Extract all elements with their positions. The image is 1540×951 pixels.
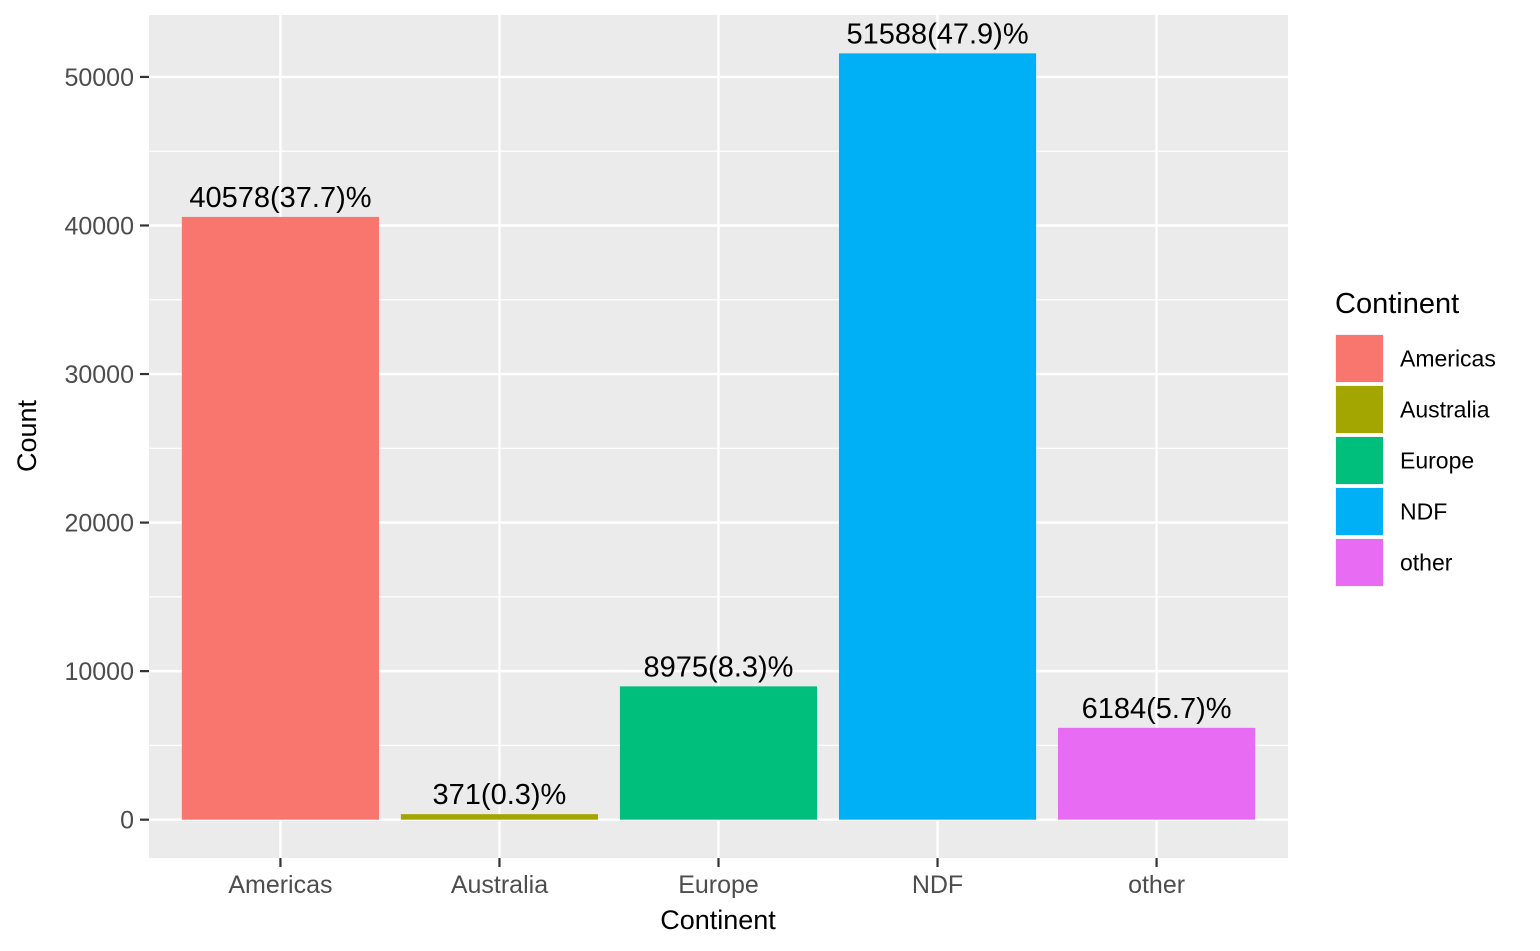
data-label-other: 6184(5.7)%	[1082, 693, 1232, 725]
x-axis: Americas Australia Europe NDF other	[228, 858, 1185, 899]
bar-other	[1058, 727, 1256, 820]
y-tick-label: 20000	[64, 510, 134, 538]
data-labels: 40578(37.7)% 371(0.3)% 8975(8.3)% 51588(47.…	[189, 18, 1231, 811]
y-tick-label: 10000	[64, 658, 134, 686]
legend-swatch-europe	[1336, 437, 1383, 484]
y-axis-title: Count	[12, 399, 42, 472]
legend-items: Americas Australia Europe NDF other	[1335, 334, 1496, 587]
bar-ndf	[838, 53, 1037, 820]
bar-europe	[619, 686, 818, 820]
y-tick-label: 50000	[64, 64, 134, 92]
legend-label-europe: Europe	[1400, 448, 1474, 474]
legend-label-other: other	[1400, 550, 1453, 576]
data-label-europe: 8975(8.3)%	[644, 651, 794, 683]
bar-americas	[181, 216, 379, 820]
y-tick-label: 0	[120, 807, 134, 835]
x-tick-label-ndf: NDF	[912, 871, 963, 899]
x-tick-label-australia: Australia	[451, 871, 548, 899]
data-label-ndf: 51588(47.9)%	[846, 18, 1028, 50]
y-tick-label: 30000	[64, 361, 134, 389]
data-label-australia: 371(0.3)%	[433, 779, 567, 811]
legend-swatch-australia	[1336, 386, 1383, 433]
y-axis: 0 10000 20000 30000 40000 50000	[64, 64, 149, 835]
y-tick-label: 40000	[64, 212, 134, 240]
legend: Continent Americas Australia Europe NDF othe…	[1335, 288, 1496, 587]
x-axis-title: Continent	[660, 905, 776, 935]
legend-swatch-ndf	[1336, 488, 1383, 535]
x-tick-label-europe: Europe	[678, 871, 759, 899]
legend-label-ndf: NDF	[1400, 499, 1447, 525]
legend-swatch-other	[1336, 539, 1383, 586]
legend-swatch-americas	[1336, 335, 1383, 382]
data-label-americas: 40578(37.7)%	[189, 182, 371, 214]
x-tick-label-americas: Americas	[228, 871, 332, 899]
legend-label-americas: Americas	[1400, 346, 1496, 372]
legend-label-australia: Australia	[1400, 397, 1490, 423]
legend-title: Continent	[1335, 288, 1459, 320]
x-tick-label-other: other	[1128, 871, 1185, 899]
bar-australia	[400, 814, 599, 820]
bars	[181, 53, 1256, 820]
